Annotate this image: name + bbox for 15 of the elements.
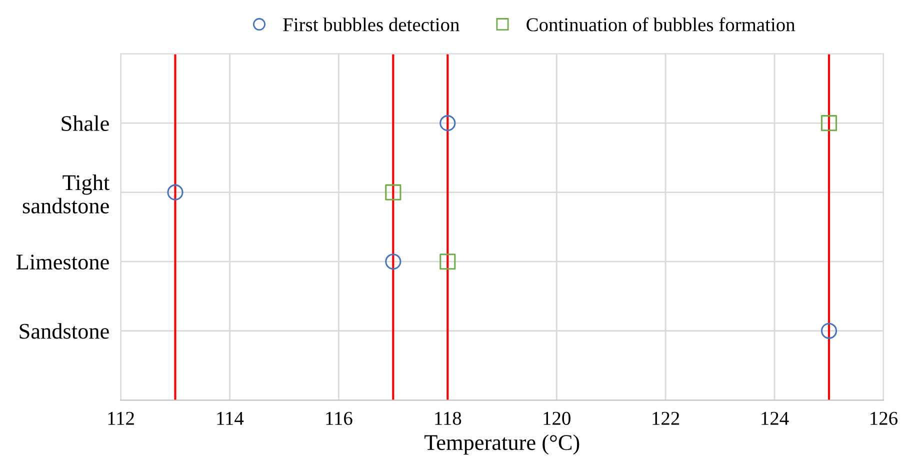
- x-tick-label: 124: [762, 412, 789, 425]
- x-tick-label: 122: [652, 412, 680, 425]
- x-tick-label: 126: [870, 412, 898, 425]
- y-tick-label: Shale: [62, 115, 109, 132]
- y-tick-label: Limestone: [16, 254, 109, 270]
- x-axis-title: Temperature (°C): [424, 434, 580, 455]
- y-tick-label: Sandstone: [20, 323, 109, 339]
- y-tick-label: Tight sandstone: [22, 174, 110, 214]
- x-tick-label: 112: [108, 412, 134, 425]
- legend-label: First bubbles detection: [283, 18, 460, 32]
- x-tick-label: 114: [217, 412, 244, 425]
- legend-label: Continuation of bubbles formation: [526, 17, 796, 32]
- x-tick-label: 120: [544, 412, 570, 425]
- x-tick-label: 116: [326, 412, 352, 425]
- x-tick-label: 118: [435, 412, 462, 425]
